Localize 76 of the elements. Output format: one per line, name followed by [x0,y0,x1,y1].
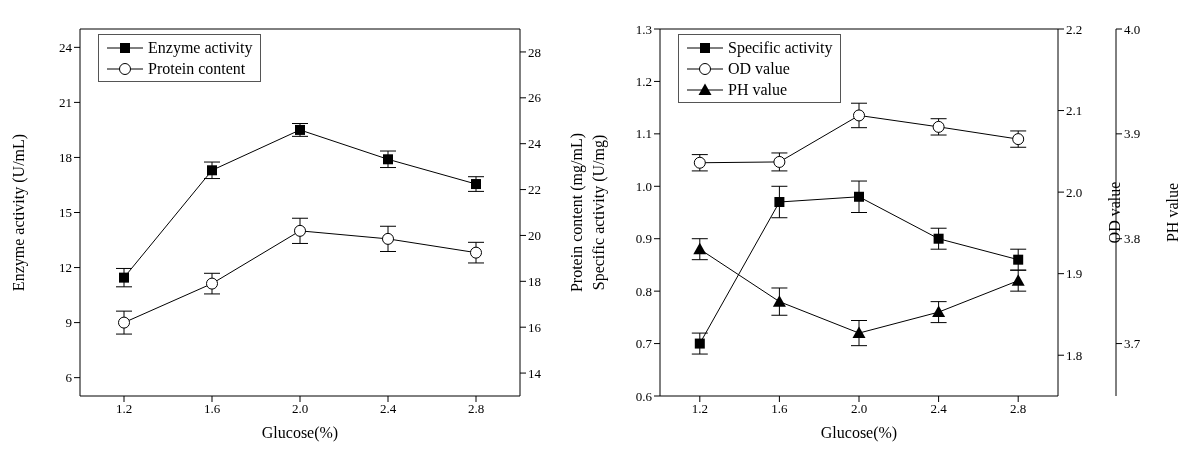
point [118,316,130,329]
y2-axis-title: OD value [1105,181,1123,244]
point [383,154,393,165]
y2-tick-label: 18 [528,273,541,289]
legend-label: PH value [728,80,788,99]
y2-tick-label: 1.9 [1066,266,1083,282]
point [852,326,866,339]
y2-tick-label: 2.0 [1066,184,1083,200]
x-axis-title: Glucose(%) [261,424,339,442]
point [933,233,944,244]
x-tick-label: 2.8 [467,401,485,417]
legend-label: Specific activity [728,38,833,57]
x-tick-label: 2.4 [379,401,397,417]
y-tick-label: 0.6 [635,388,653,404]
y2-tick-label: 2.2 [1066,21,1083,37]
y-axis-title: Enzyme activity (U/mL) [9,133,28,292]
y-tick-label: 1.1 [635,126,652,142]
y2-tick-label: 2.1 [1066,103,1083,119]
x-tick-label: 2.8 [1010,401,1027,417]
point [693,242,707,255]
y2-tick-label: 24 [528,136,542,152]
legend-label: Enzyme activity [148,38,253,57]
point [1013,254,1024,265]
point [382,232,394,245]
point [470,246,482,259]
y-tick-label: 0.9 [635,231,652,247]
x-axis-title: Glucose(%) [820,424,898,442]
point [932,305,946,318]
point [471,179,481,190]
y-tick-label: 12 [59,260,72,276]
y3-tick-label: 3.7 [1124,336,1141,352]
y-tick-label: 0.7 [635,336,653,352]
y2-tick-label: 28 [528,44,541,60]
y2-tick-label: 20 [528,228,541,244]
y-tick-label: 1.2 [635,74,652,90]
y3-axis-title: PH value [1163,182,1181,243]
point [772,295,786,307]
y2-tick-label: 14 [528,365,542,381]
y-tick-label: 1.3 [635,21,652,37]
y3-tick-label: 3.9 [1124,126,1141,142]
point [119,272,129,283]
y2-tick-label: 26 [528,90,542,106]
y2-tick-label: 22 [528,182,541,198]
point [854,191,864,202]
point [295,124,305,135]
y-tick-label: 21 [59,95,72,111]
x-tick-label: 1.6 [771,401,789,417]
legend-label: OD value [728,59,790,78]
x-tick-label: 2.0 [850,401,868,417]
x-tick-label: 1.2 [115,401,133,417]
point [294,224,306,237]
point [774,197,785,208]
point [1011,274,1025,286]
point [773,155,786,168]
y-axis-title: Specific activity (U/mg) [589,134,608,291]
x-tick-label: 1.2 [691,401,708,417]
y2-axis-title: Protein content (mg/mL) [567,132,586,293]
point [206,277,218,290]
y-tick-label: 1.0 [635,178,652,194]
y-tick-label: 24 [59,39,73,55]
legend-label: Protein content [148,59,246,78]
y-tick-label: 9 [65,315,72,331]
point [207,165,217,176]
x-tick-label: 1.6 [203,401,221,417]
point [853,109,865,122]
y-tick-label: 15 [59,205,72,221]
y-tick-label: 18 [59,150,72,166]
point [694,338,705,349]
x-tick-label: 2.4 [930,401,948,417]
x-tick-label: 2.0 [291,401,309,417]
y-tick-label: 0.8 [635,283,652,299]
y2-tick-label: 16 [528,319,542,335]
y2-tick-label: 1.8 [1066,347,1083,363]
y3-tick-label: 4.0 [1124,21,1141,37]
y3-tick-label: 3.8 [1124,231,1141,247]
y-tick-label: 6 [65,370,73,386]
